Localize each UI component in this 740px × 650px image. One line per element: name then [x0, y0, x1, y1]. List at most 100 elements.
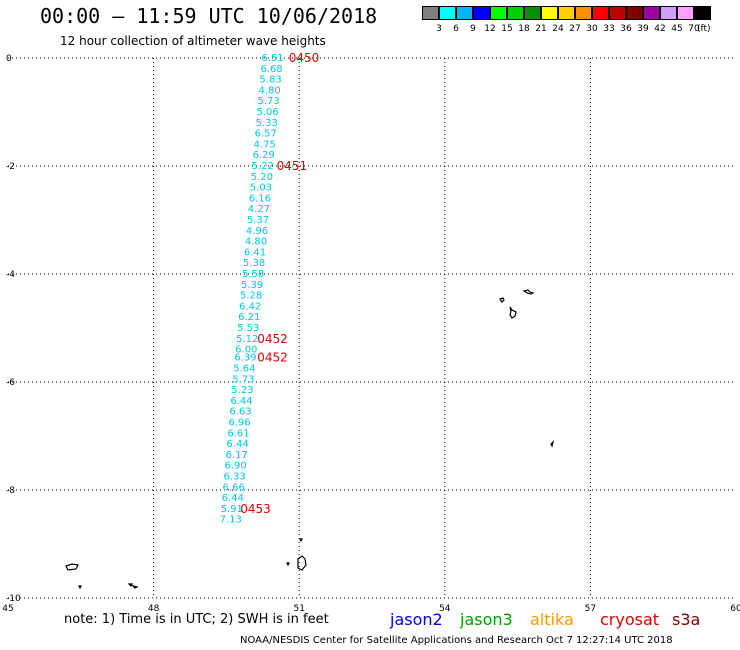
color-scale-label: 42 — [654, 24, 666, 34]
wave-height-value: 6.63 — [229, 407, 251, 418]
wave-height-value: 4.27 — [248, 204, 270, 215]
color-scale-label: 18 — [518, 24, 530, 34]
x-tick-label: 57 — [585, 604, 596, 614]
color-scale-swatch — [592, 6, 609, 20]
wave-height-value: 5.28 — [240, 291, 262, 302]
wave-height-value: 5.53 — [237, 323, 259, 334]
y-tick-label: 0 — [6, 54, 12, 64]
color-scale-label: 9 — [470, 24, 476, 34]
wave-height-value: 6.57 — [255, 129, 277, 140]
wave-height-value: 6.33 — [224, 472, 246, 483]
y-tick-label: -10 — [6, 594, 21, 604]
color-scale-label: 15 — [501, 24, 513, 34]
wave-height-value: 5.20 — [251, 172, 273, 183]
island-coastline — [550, 440, 555, 448]
wave-height-value: 4.75 — [254, 139, 276, 150]
color-scale-swatch — [643, 6, 660, 20]
wave-height-value: 6.66 — [223, 482, 245, 493]
x-tick-label: 48 — [148, 604, 160, 614]
wave-height-value: 6.44 — [226, 439, 248, 450]
island-coastline — [131, 584, 139, 589]
wave-height-value: 6.39 — [234, 353, 256, 364]
wave-height-value: 5.33 — [256, 118, 278, 129]
wave-height-value: 6.21 — [238, 312, 260, 323]
color-scale-swatch — [524, 6, 541, 20]
wave-height-value: 5.91 — [221, 504, 243, 515]
color-scale-label: 3 — [436, 24, 442, 34]
wave-height-value: 5.39 — [241, 280, 263, 291]
color-scale-label: 24 — [552, 24, 564, 34]
color-scale-swatch — [660, 6, 677, 20]
island-coastline — [65, 563, 79, 571]
wave-height-value: 6.96 — [228, 418, 250, 429]
color-scale-swatch — [677, 6, 694, 20]
color-scale-swatch — [541, 6, 558, 20]
satellite-label-cryosat: cryosat — [600, 610, 660, 629]
satellite-label-jason2: jason2 — [390, 610, 443, 629]
island-coastline — [127, 583, 133, 588]
x-tick-label: 60 — [730, 604, 740, 614]
wave-height-value: 5.38 — [243, 258, 265, 269]
color-scale-swatch — [473, 6, 490, 20]
color-scale-label: 30 — [586, 24, 598, 34]
time-label: 0452 — [257, 351, 288, 365]
color-scale-label: 21 — [535, 24, 547, 34]
wave-height-value: 5.12 — [236, 334, 258, 345]
color-scale-label: 39 — [637, 24, 649, 34]
wave-height-value: 4.80 — [245, 237, 267, 248]
color-scale-swatch — [456, 6, 473, 20]
wave-height-value: 6.51 — [261, 53, 283, 64]
island-coastline — [297, 555, 307, 571]
wave-height-value: 4.80 — [258, 85, 280, 96]
page-title: 00:00 – 11:59 UTC 10/06/2018 — [40, 4, 378, 28]
wave-height-value: 5.22 — [252, 161, 274, 172]
x-tick-label: 45 — [2, 604, 13, 614]
units-note: note: 1) Time is in UTC; 2) SWH is in fe… — [64, 612, 329, 627]
satellite-label-s3a: s3a — [672, 610, 701, 629]
x-tick-label: 54 — [439, 604, 451, 614]
wave-height-value: 5.64 — [233, 364, 255, 375]
color-scale-label: 33 — [603, 24, 615, 34]
wave-height-value: 6.68 — [260, 64, 282, 75]
wave-height-value: 6.00 — [235, 345, 257, 356]
wave-height-value: 5.06 — [257, 107, 279, 118]
satellite-label-altika: altika — [530, 610, 574, 629]
color-scale-swatch — [558, 6, 575, 20]
wave-height-value: 5.23 — [231, 385, 253, 396]
color-scale-swatch — [626, 6, 643, 20]
time-label: 0452 — [257, 332, 288, 346]
wave-height-value: 6.90 — [224, 461, 246, 472]
color-scale-swatch — [507, 6, 524, 20]
y-tick-label: -2 — [6, 162, 15, 172]
color-scale-label: 36 — [620, 24, 632, 34]
color-scale-label: 27 — [569, 24, 581, 34]
wave-height-value: 5.58 — [242, 269, 264, 280]
wave-height-value: 6.42 — [239, 301, 261, 312]
wave-height-value: 5.37 — [247, 215, 269, 226]
color-scale-swatch — [439, 6, 456, 20]
wave-height-value: 6.41 — [244, 247, 266, 258]
island-coastline — [286, 562, 290, 567]
wave-height-value: 6.17 — [225, 450, 247, 461]
wave-height-value: 6.44 — [222, 493, 244, 504]
y-tick-label: -4 — [6, 270, 15, 280]
wave-height-value: 4.96 — [246, 226, 268, 237]
color-scale-swatch — [694, 6, 711, 20]
wave-height-value: 7.13 — [220, 515, 242, 526]
wave-height-value: 5.03 — [250, 183, 272, 194]
island-coastline — [299, 538, 303, 543]
color-scale-swatch — [575, 6, 592, 20]
color-scale-unit: (ft) — [697, 24, 711, 34]
color-scale-label: 6 — [453, 24, 459, 34]
satellite-label-jason3: jason3 — [460, 610, 513, 629]
wave-height-value: 6.44 — [230, 396, 252, 407]
color-scale-swatch — [609, 6, 626, 20]
island-coastline — [499, 297, 505, 303]
time-label: 0451 — [277, 159, 308, 173]
x-tick-label: 51 — [293, 604, 304, 614]
island-coastline — [78, 585, 82, 590]
wave-height-value: 6.29 — [253, 150, 275, 161]
color-scale-swatch — [490, 6, 507, 20]
